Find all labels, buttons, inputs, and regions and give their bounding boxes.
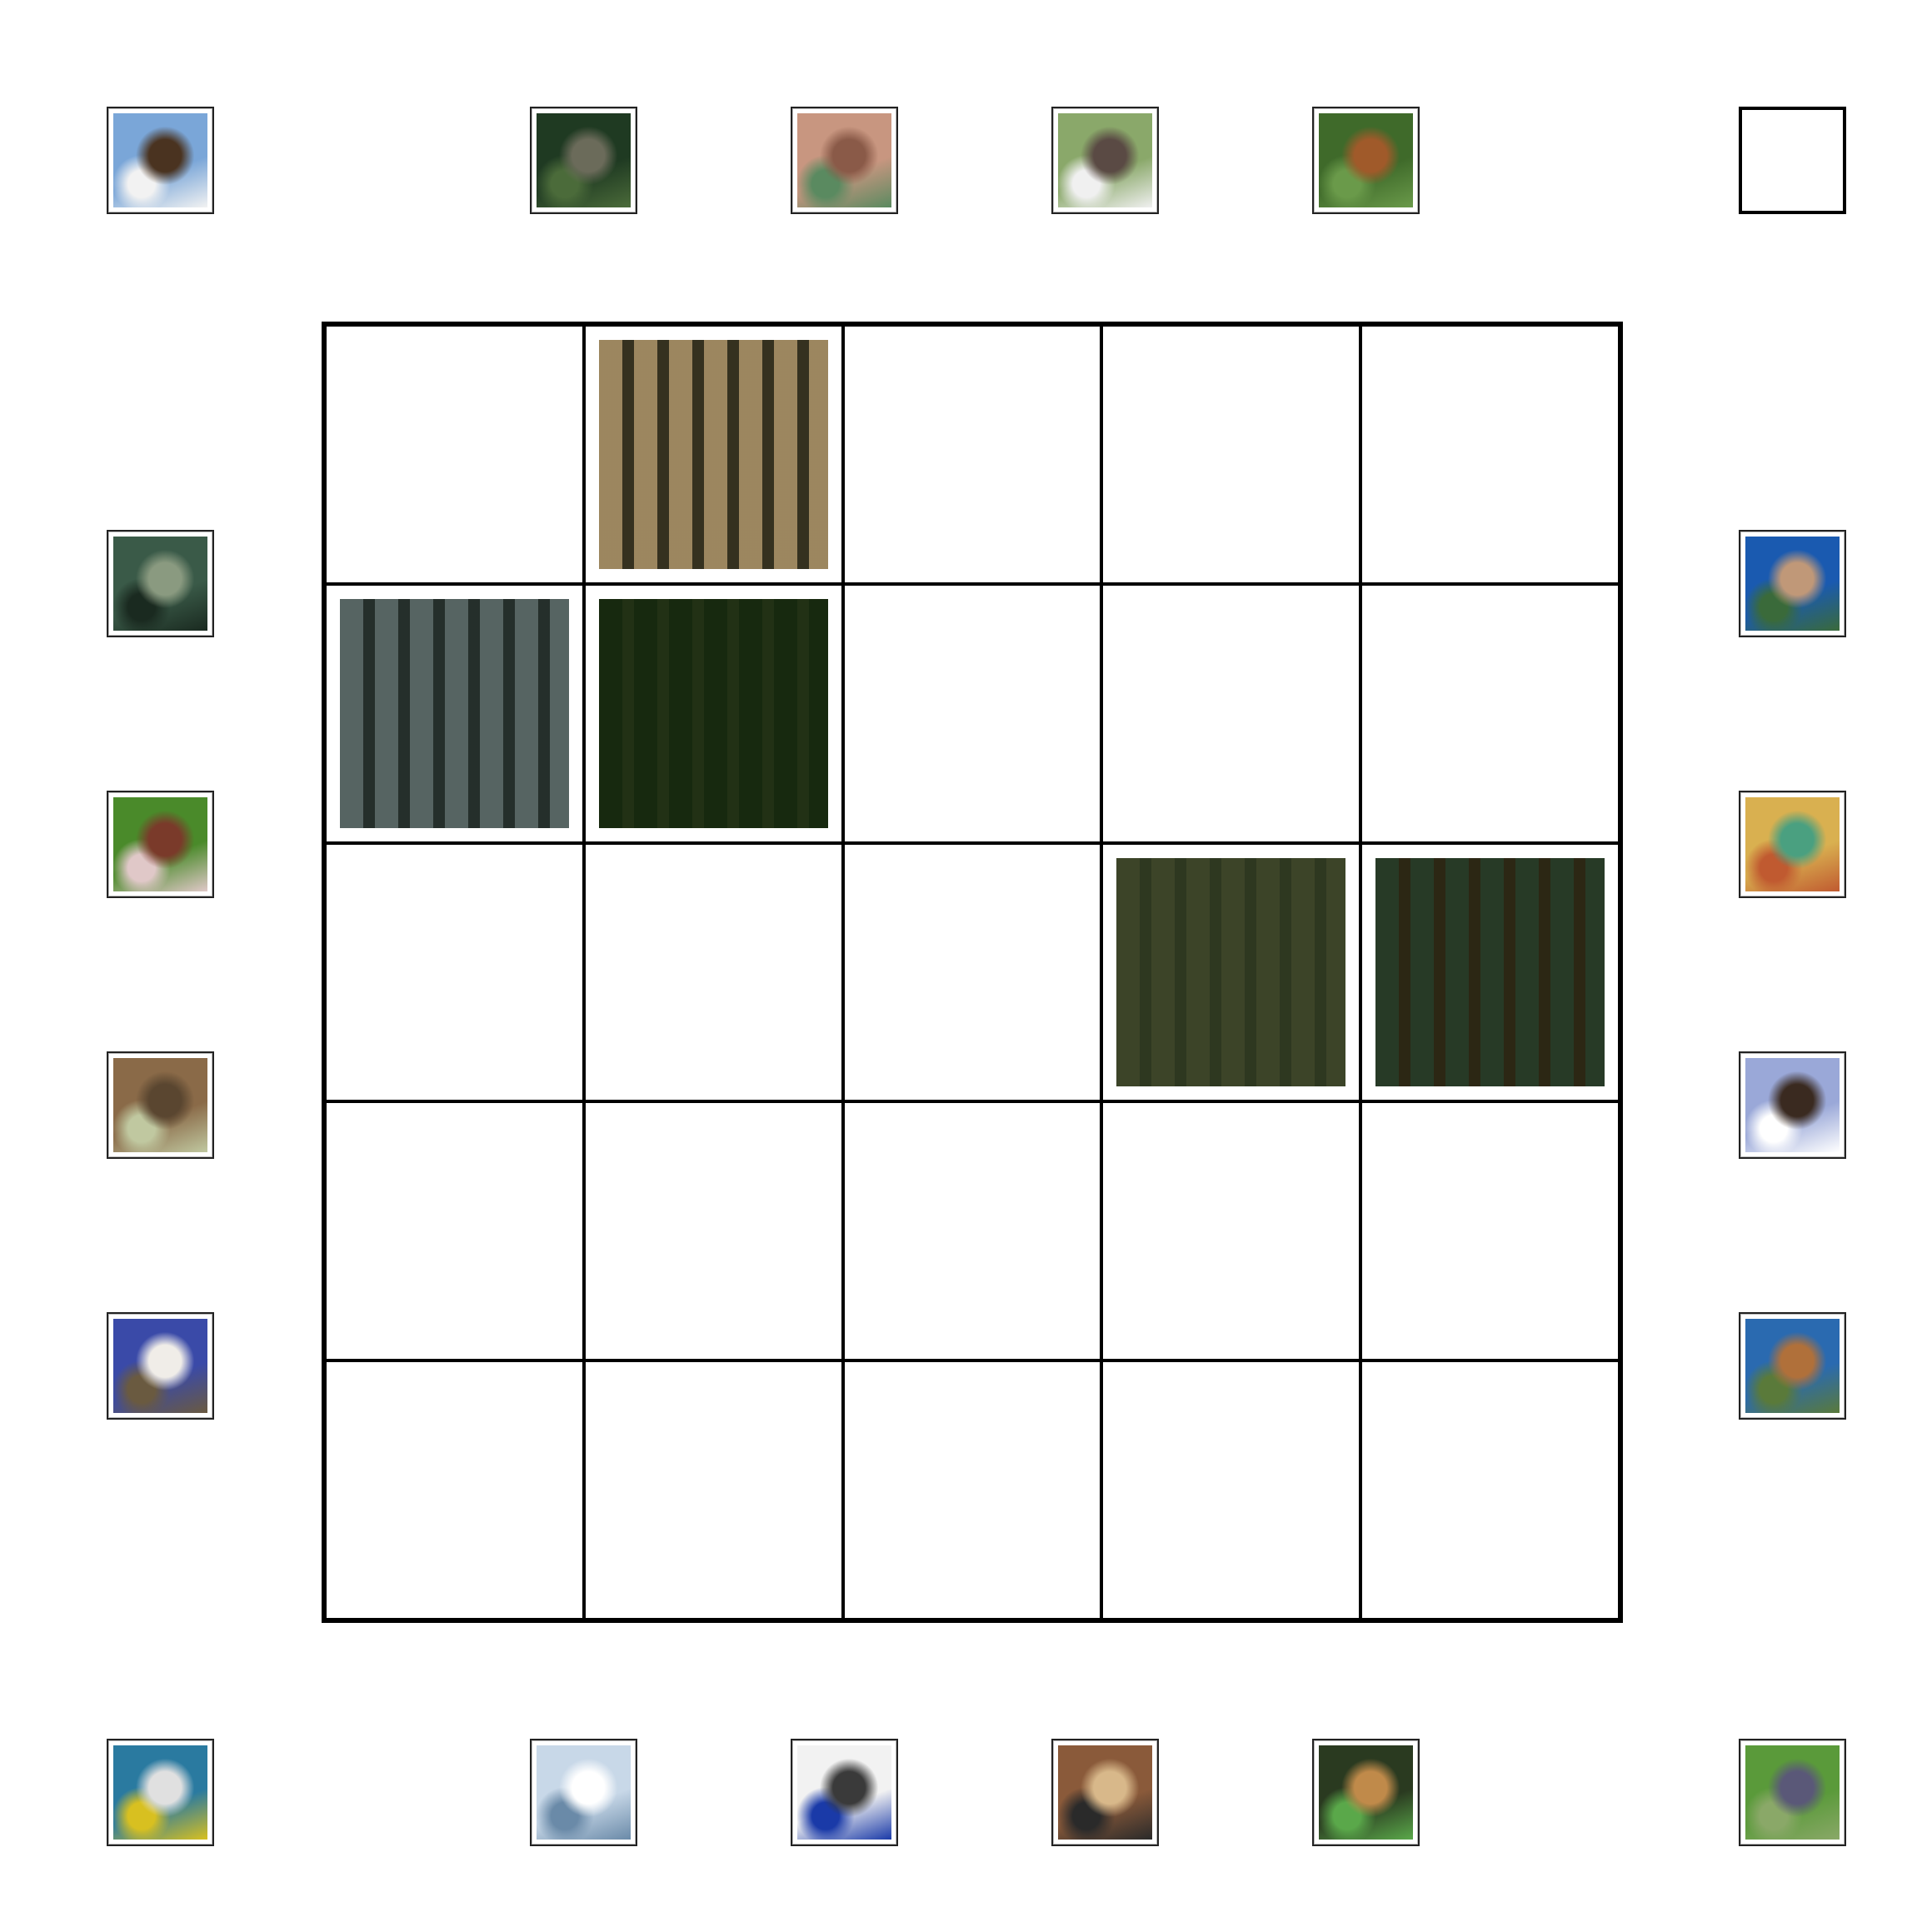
wolf-image xyxy=(537,113,631,207)
tray-piece[interactable] xyxy=(1739,1312,1846,1420)
tray-piece[interactable] xyxy=(1312,1739,1420,1846)
kitten-on-rock-image xyxy=(1745,537,1840,631)
board-cell[interactable] xyxy=(842,1360,1102,1620)
aerial-shrubland-image[interactable] xyxy=(598,340,828,569)
tray-piece[interactable] xyxy=(1312,107,1420,214)
bear-image xyxy=(113,1058,207,1152)
board-cell[interactable] xyxy=(1101,1101,1361,1361)
board-cell[interactable] xyxy=(1360,1360,1620,1620)
board-cell[interactable] xyxy=(583,1360,843,1620)
board-cell[interactable] xyxy=(842,583,1102,843)
tray-piece[interactable] xyxy=(1739,791,1846,898)
board-cell[interactable] xyxy=(842,1101,1102,1361)
tree-frog-image xyxy=(1745,797,1840,891)
board-cell[interactable] xyxy=(325,842,584,1102)
board-cell[interactable] xyxy=(325,1101,584,1361)
tray-piece[interactable] xyxy=(1739,530,1846,637)
tray-piece[interactable] xyxy=(1051,1739,1159,1846)
board-cell[interactable] xyxy=(325,325,584,584)
aerial-farm-fields-image[interactable] xyxy=(598,598,828,828)
tray-piece[interactable] xyxy=(107,1739,214,1846)
leopard-image xyxy=(1058,1745,1152,1840)
hippo-image xyxy=(1745,1745,1840,1840)
tray-piece[interactable] xyxy=(791,1739,898,1846)
board-cell[interactable] xyxy=(1360,1101,1620,1361)
tray-piece[interactable] xyxy=(1051,107,1159,214)
board-cell[interactable] xyxy=(583,842,843,1102)
puzzle-board xyxy=(322,322,1623,1623)
board-cell[interactable] xyxy=(842,325,1102,584)
board-cell[interactable] xyxy=(583,325,843,584)
tray-piece[interactable] xyxy=(791,107,898,214)
tray-piece[interactable] xyxy=(107,1312,214,1420)
tray-piece[interactable] xyxy=(1739,1051,1846,1159)
eagle-image xyxy=(1745,1058,1840,1152)
toad-image xyxy=(113,537,207,631)
board-cell[interactable] xyxy=(583,1101,843,1361)
tray-piece[interactable] xyxy=(530,1739,637,1846)
board-cell[interactable] xyxy=(325,1360,584,1620)
snake-image xyxy=(1319,1745,1413,1840)
board-cell[interactable] xyxy=(1101,325,1361,584)
kangaroo-image xyxy=(1745,1319,1840,1413)
tray-piece[interactable] xyxy=(530,107,637,214)
aerial-green-farmland-image[interactable] xyxy=(1116,857,1346,1087)
tray-piece[interactable] xyxy=(107,1051,214,1159)
empty-tray-slot[interactable] xyxy=(1739,107,1846,214)
toad-image xyxy=(797,113,891,207)
tray-piece[interactable] xyxy=(107,107,214,214)
tray-piece[interactable] xyxy=(107,530,214,637)
board-cell[interactable] xyxy=(325,583,584,843)
board-cell[interactable] xyxy=(1101,842,1361,1102)
tiger-image xyxy=(1319,113,1413,207)
board-cell[interactable] xyxy=(842,842,1102,1102)
aerial-building-rooftop-image[interactable] xyxy=(340,598,569,828)
board-cell[interactable] xyxy=(1360,325,1620,584)
board-cell[interactable] xyxy=(1360,583,1620,843)
shark-image xyxy=(113,1745,207,1840)
board-cell[interactable] xyxy=(1101,583,1361,843)
tray-piece[interactable] xyxy=(1739,1739,1846,1846)
bee-image xyxy=(797,1745,891,1840)
eagle-image xyxy=(113,113,207,207)
polar-bear-image xyxy=(537,1745,631,1840)
hippo-image xyxy=(1058,113,1152,207)
tray-piece[interactable] xyxy=(107,791,214,898)
board-cell[interactable] xyxy=(583,583,843,843)
aerial-residential-rooftops-image[interactable] xyxy=(1375,857,1605,1087)
horses-image xyxy=(113,797,207,891)
ram-image xyxy=(113,1319,207,1413)
board-cell[interactable] xyxy=(1101,1360,1361,1620)
board-cell[interactable] xyxy=(1360,842,1620,1102)
